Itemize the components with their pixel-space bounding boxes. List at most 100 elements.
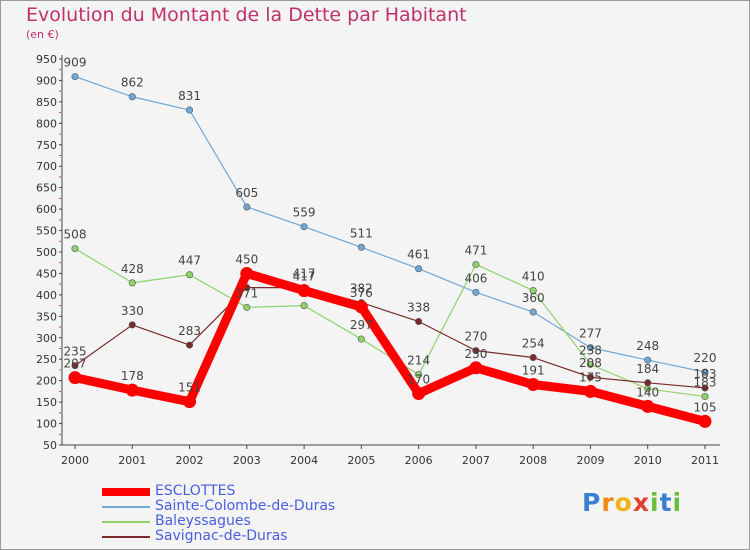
data-point [186, 106, 194, 114]
y-tick-label: 300 [36, 332, 57, 345]
data-point [701, 384, 709, 392]
data-point [698, 414, 712, 428]
data-label: 178 [121, 369, 144, 383]
logo-letter: i [650, 488, 660, 517]
data-label: 406 [464, 271, 487, 285]
legend-item-esclottes: ESCLOTTES [102, 484, 335, 499]
legend-label: ESCLOTTES [155, 483, 236, 499]
data-label: 235 [64, 345, 87, 359]
y-tick-label: 500 [36, 246, 57, 259]
data-label: 330 [121, 304, 144, 318]
data-label: 862 [121, 76, 144, 90]
data-point [701, 393, 709, 401]
x-tick-label: 2005 [347, 454, 375, 467]
logo-letter: i [672, 488, 683, 517]
data-point [529, 308, 537, 316]
data-point [415, 317, 423, 325]
data-label: 208 [579, 356, 602, 370]
data-label: 270 [464, 330, 487, 344]
data-label: 283 [178, 324, 201, 338]
y-tick-label: 50 [43, 439, 57, 452]
data-point [183, 395, 197, 409]
data-label: 170 [407, 373, 430, 387]
legend-item-savignac-de-duras: Savignac-de-Duras [102, 529, 335, 544]
legend-label: Savignac-de-Duras [155, 528, 288, 544]
data-point [300, 302, 308, 310]
data-label: 184 [636, 362, 659, 376]
data-point [297, 284, 311, 298]
data-point [701, 368, 709, 376]
y-tick-label: 650 [36, 182, 57, 195]
data-label: 183 [694, 376, 717, 390]
data-label: 559 [293, 206, 316, 220]
x-tick-label: 2009 [576, 454, 604, 467]
y-tick-label: 700 [36, 160, 57, 173]
data-point [128, 321, 136, 329]
data-label: 191 [522, 364, 545, 378]
data-point [472, 260, 480, 268]
y-tick-label: 400 [36, 289, 57, 302]
y-tick-label: 350 [36, 310, 57, 323]
data-label: 371 [235, 286, 258, 300]
legend-swatch-savignac [102, 535, 150, 538]
y-tick-label: 600 [36, 203, 57, 216]
data-point [68, 371, 82, 385]
data-point [586, 373, 594, 381]
legend-item-sainte-colombe-de-duras: Sainte-Colombe-de-Duras [102, 499, 335, 514]
data-label: 428 [121, 262, 144, 276]
chart-legend: ESCLOTTES Sainte-Colombe-de-Duras Baleys… [102, 484, 335, 544]
y-tick-label: 900 [36, 74, 57, 87]
logo-letter: P [582, 488, 602, 517]
data-point [186, 271, 194, 279]
data-point [71, 73, 79, 81]
x-tick-label: 2008 [519, 454, 547, 467]
data-label: 511 [350, 226, 373, 240]
x-tick-label: 2011 [691, 454, 719, 467]
data-label: 238 [579, 343, 602, 357]
y-tick-label: 850 [36, 96, 57, 109]
chart-title: Evolution du Montant de la Dette par Hab… [26, 4, 467, 26]
data-point [128, 279, 136, 287]
logo-letter: r [601, 488, 615, 517]
chart-subtitle: (en €) [26, 28, 59, 41]
data-point [357, 243, 365, 251]
y-tick-label: 800 [36, 117, 57, 130]
data-point [415, 371, 423, 379]
series-line-baleyssagues [74, 247, 706, 398]
y-tick-label: 150 [36, 396, 57, 409]
data-label: 450 [235, 252, 258, 266]
legend-label: Sainte-Colombe-de-Duras [155, 498, 336, 514]
data-label: 175 [579, 370, 602, 384]
series-line-sainte-colombe-de-duras [74, 75, 706, 373]
data-point [240, 266, 254, 280]
data-label: 140 [636, 385, 659, 399]
data-label: 471 [464, 243, 487, 257]
x-tick-label: 2010 [634, 454, 662, 467]
proxiti-logo: Proxiti [582, 488, 682, 517]
data-point [412, 387, 426, 401]
data-point [243, 303, 251, 311]
y-tick-label: 450 [36, 267, 57, 280]
data-label: 410 [522, 270, 545, 284]
data-point [644, 356, 652, 364]
data-label: 214 [407, 354, 430, 368]
legend-swatch-baleyssagues [102, 520, 150, 523]
data-point [186, 341, 194, 349]
data-label: 417 [293, 270, 316, 284]
data-point [472, 347, 480, 355]
data-point [529, 287, 537, 295]
data-label: 909 [64, 56, 87, 70]
data-label: 297 [350, 318, 373, 332]
data-label: 605 [235, 186, 258, 200]
y-tick-label: 550 [36, 225, 57, 238]
data-label: 254 [522, 337, 545, 351]
y-tick-label: 250 [36, 353, 57, 366]
data-label: 831 [178, 89, 201, 103]
data-label: 230 [464, 347, 487, 361]
y-tick-label: 100 [36, 418, 57, 431]
x-tick-label: 2000 [61, 454, 89, 467]
x-tick-label: 2006 [405, 454, 433, 467]
data-point [71, 362, 79, 370]
